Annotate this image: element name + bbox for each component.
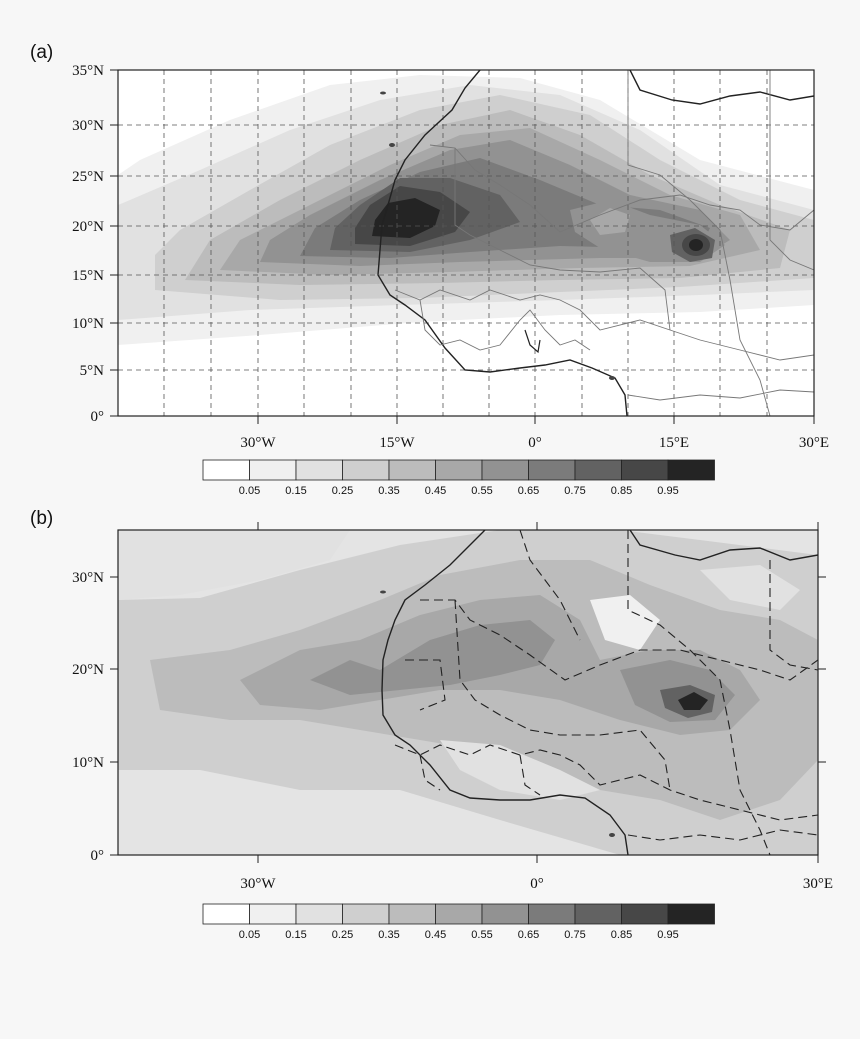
colorbar-swatch [667, 459, 715, 481]
panel-a-lon-15e: 15°E [659, 435, 689, 451]
colorbar-swatch [342, 903, 390, 925]
panel-a-lat-20n: 20°N [72, 219, 104, 235]
panel-a-frame [117, 69, 815, 417]
colorbar-swatch [295, 459, 343, 481]
contour-level-6 [310, 620, 555, 695]
colorbar-label: 0.15 [285, 485, 306, 497]
contour-level-2 [440, 740, 600, 800]
panel-a-lon-30e: 30°E [799, 435, 829, 451]
colorbar-label: 0.45 [425, 485, 446, 497]
panel-b-lat-30n: 30°N [72, 570, 104, 586]
colorbar-swatch [249, 903, 297, 925]
panel-b-frame [117, 529, 819, 856]
colorbar-label: 0.95 [657, 929, 678, 941]
contour-level-2 [118, 530, 350, 600]
panel-b-lon-30e: 30°E [803, 876, 833, 892]
colorbar-swatch [295, 903, 343, 925]
panel-a-lat-0: 0° [91, 409, 105, 425]
colorbar-swatch [528, 459, 576, 481]
colorbar-swatch [621, 903, 669, 925]
colorbar-swatch [202, 903, 250, 925]
colorbar-swatch [435, 459, 483, 481]
panel-a-lat-10n: 10°N [72, 316, 104, 332]
colorbar-label: 0.75 [564, 485, 585, 497]
panel-b-ticks [110, 522, 826, 863]
colorbar-label: 0.65 [518, 929, 539, 941]
colorbar-label: 0.05 [239, 929, 260, 941]
colorbar-swatch [528, 903, 576, 925]
colorbar-label: 0.95 [657, 485, 678, 497]
panel-a-lon-30w: 30°W [240, 435, 276, 451]
colorbar-label: 0.15 [285, 929, 306, 941]
colorbar-label: 0.45 [425, 929, 446, 941]
contour-level-10 [689, 239, 703, 251]
panel-a-map: 35°N 30°N 25°N 20°N 15°N 10°N 5°N 0° 30°… [72, 63, 829, 497]
panel-b-coastlines [380, 530, 818, 855]
colorbar-label: 0.85 [611, 929, 632, 941]
colorbar-label: 0.05 [239, 485, 260, 497]
panel-b-shading [118, 530, 818, 855]
panel-a-ticks [110, 69, 815, 424]
colorbar-label: 0.85 [611, 485, 632, 497]
panel-b-lat-10n: 10°N [72, 755, 104, 771]
colorbar-swatch [388, 459, 436, 481]
colorbar-swatch [249, 459, 297, 481]
panel-a-shading [118, 75, 814, 345]
colorbar-swatch [481, 903, 529, 925]
colorbar-label: 0.35 [378, 929, 399, 941]
colorbar-swatch [667, 903, 715, 925]
colorbar-label: 0.55 [471, 485, 492, 497]
panel-b-map: 30°N 20°N 10°N 0° 30°W 0° 30°E 0.05 0.15 0… [72, 522, 833, 941]
colorbar-label: 0.65 [518, 485, 539, 497]
colorbar-swatch [574, 903, 622, 925]
colorbar-label: 0.25 [332, 929, 353, 941]
panel-a-lon-0: 0° [528, 435, 542, 451]
panel-a-lat-15n: 15°N [72, 268, 104, 284]
colorbar-swatch [481, 459, 529, 481]
contour-level-10 [678, 692, 708, 710]
colorbar-label: 0.55 [471, 929, 492, 941]
colorbar-swatch [342, 459, 390, 481]
panel-b-letter: (b) [30, 508, 54, 529]
panel-a-lat-35n: 35°N [72, 63, 104, 79]
colorbar-label: 0.25 [332, 485, 353, 497]
panel-a-lat-5n: 5°N [80, 363, 104, 379]
colorbar-swatch [388, 903, 436, 925]
panel-a-coastlines [377, 70, 814, 416]
colorbar-swatch [202, 459, 250, 481]
panel-a-letter: (a) [30, 42, 54, 63]
contour-level-1 [590, 595, 660, 650]
colorbar-swatch [621, 459, 669, 481]
panel-a-lat-25n: 25°N [72, 169, 104, 185]
colorbar-label: 0.75 [564, 929, 585, 941]
panel-a-lon-15w: 15°W [379, 435, 415, 451]
panel-b-lat-0: 0° [91, 848, 105, 864]
panel-a-gridlines [118, 70, 814, 416]
panel-b-lon-0: 0° [530, 876, 544, 892]
colorbar-swatch [574, 459, 622, 481]
panel-b-lon-30w: 30°W [240, 876, 276, 892]
colorbar-swatch [435, 903, 483, 925]
contour-level-10 [372, 198, 440, 238]
panel-b-colorbar: 0.05 0.15 0.25 0.35 0.45 0.55 0.65 0.75 0.85 0.95 [202, 903, 715, 941]
contour-level-2 [700, 565, 800, 610]
panel-a-colorbar: 0.05 0.15 0.25 0.35 0.45 0.55 0.65 0.75 0.85 0.95 [202, 459, 715, 497]
panel-a-lat-30n: 30°N [72, 118, 104, 134]
panel-b-lat-20n: 20°N [72, 662, 104, 678]
colorbar-label: 0.35 [378, 485, 399, 497]
